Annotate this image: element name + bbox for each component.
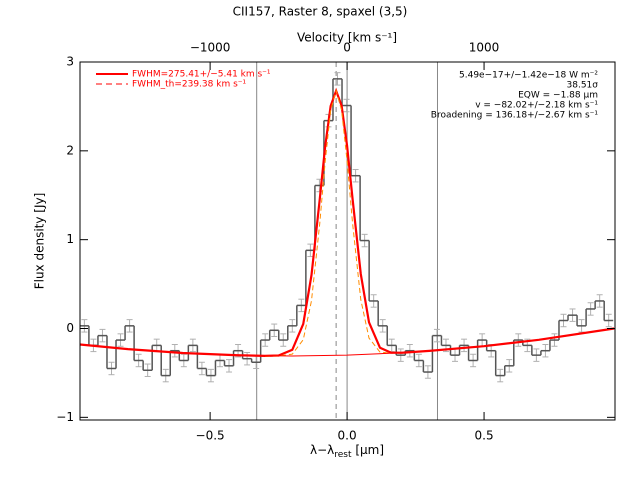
annotation: EQW = −1.88 μm: [518, 91, 598, 101]
tick-label: −0.5: [196, 429, 225, 443]
chart-title: CII157, Raster 8, spaxel (3,5): [233, 5, 408, 19]
annotation: 5.49e−17+/−1.42e−18 W m⁻²: [459, 71, 598, 81]
y-tick-label: 2: [66, 143, 74, 157]
tick-label: 1000: [469, 41, 500, 55]
tick-label: 0.5: [475, 429, 494, 443]
tick-label: −1000: [190, 41, 231, 55]
fit-curve: [79, 328, 615, 357]
y-tick-label: 3: [66, 55, 74, 69]
legend-label: FWHM_th=239.38 km s⁻¹: [132, 80, 247, 90]
y-tick-label: 0: [66, 321, 74, 335]
x-label-sub: rest: [334, 450, 352, 460]
y-axis-label: Flux density [Jy]: [33, 193, 47, 290]
x-label-unit: [μm]: [352, 443, 385, 457]
annotation: Broadening = 136.18+/−2.67 km s⁻¹: [431, 111, 599, 121]
x-label-main: λ−λ: [310, 443, 334, 457]
x2-axis-label: Velocity [km s⁻¹]: [297, 31, 397, 45]
y-tick-label: 1: [66, 232, 74, 246]
annotation: v = −82.02+/−2.18 km s⁻¹: [475, 101, 598, 111]
tick-label: 0.0: [338, 429, 357, 443]
annotation: 38.51σ: [567, 81, 599, 91]
x-axis-label: λ−λrest [μm]: [310, 443, 384, 460]
fit-curve: [264, 88, 391, 357]
legend-label: FWHM=275.41+/−5.41 km s⁻¹: [132, 70, 271, 80]
y-tick-label: −1: [56, 410, 74, 424]
tick-label: 0: [343, 41, 351, 55]
